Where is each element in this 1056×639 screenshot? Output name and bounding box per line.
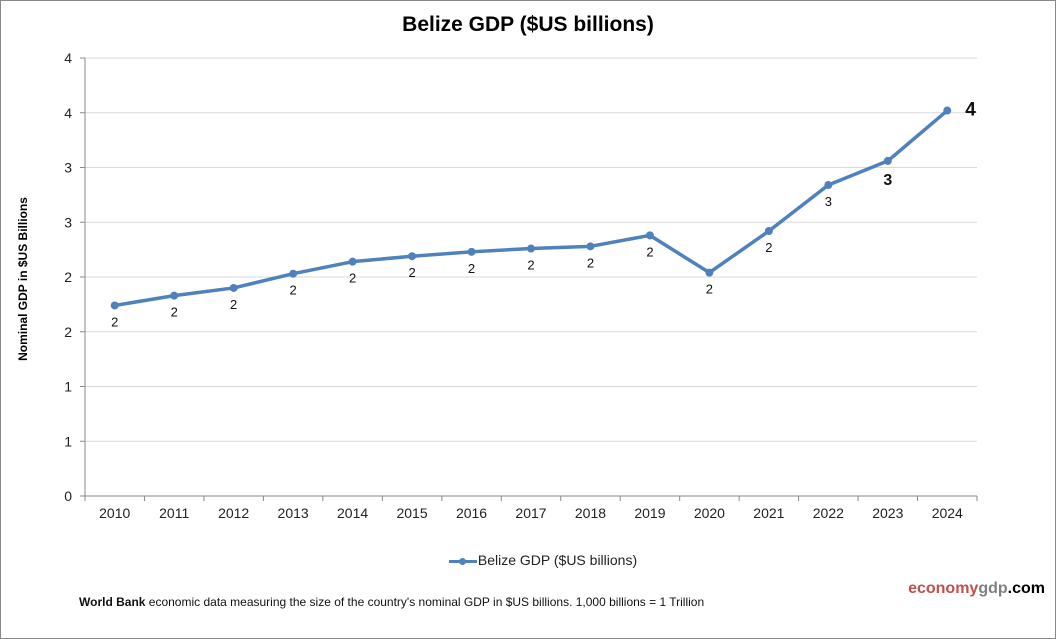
y-tick-label: 2	[64, 324, 72, 340]
data-point	[467, 247, 476, 256]
data-point	[170, 291, 179, 300]
y-tick-label: 3	[64, 160, 72, 176]
data-point	[705, 268, 714, 277]
logo-part-com: .com	[1007, 580, 1045, 597]
legend-line-marker-icon	[448, 554, 477, 568]
x-tick-label: 2019	[634, 505, 665, 521]
series-line	[114, 109, 949, 308]
footnote: World Bank economic data measuring the s…	[79, 595, 704, 609]
y-tick-label: 1	[64, 379, 72, 395]
x-tick-label: 2015	[396, 505, 427, 521]
data-point	[348, 257, 357, 266]
data-point	[764, 227, 773, 236]
y-tick-label: 2	[64, 269, 72, 285]
x-tick-label: 2024	[932, 505, 963, 521]
data-point	[110, 301, 119, 310]
x-tick-label: 2012	[218, 505, 249, 521]
x-tick-label: 2016	[456, 505, 487, 521]
economygdp-logo[interactable]: economygdp.com	[908, 580, 1045, 598]
x-tick-label: 2011	[159, 505, 189, 521]
x-tick-label: 2014	[337, 505, 368, 521]
footnote-source: World Bank	[79, 595, 146, 609]
y-tick-label: 1	[64, 433, 72, 449]
data-label: 2	[349, 271, 356, 286]
data-point	[586, 242, 595, 251]
x-tick-label: 2023	[872, 505, 903, 521]
data-label: 2	[468, 261, 475, 276]
data-point	[883, 156, 892, 165]
data-label: 2	[587, 255, 594, 270]
chart-title: Belize GDP ($US billions)	[402, 13, 654, 36]
data-label: 3	[825, 194, 832, 209]
logo-part-gdp: gdp	[978, 580, 1008, 597]
x-tick-label: 2013	[278, 505, 309, 521]
y-tick-label: 3	[64, 214, 72, 230]
y-tick-label: 4	[64, 105, 72, 121]
x-tick-label: 2020	[694, 505, 725, 521]
data-point	[289, 269, 298, 278]
data-label: 2	[646, 244, 653, 259]
y-tick-label: 0	[64, 488, 72, 504]
data-point	[824, 181, 833, 190]
footnote-text: economic data measuring the size of the …	[145, 595, 705, 609]
data-label: 2	[765, 240, 772, 255]
data-label: 4	[965, 100, 976, 121]
data-point	[943, 106, 952, 115]
data-label: 2	[171, 305, 178, 320]
data-point	[645, 231, 654, 240]
x-tick-label: 2022	[813, 505, 844, 521]
data-label: 3	[883, 172, 892, 189]
legend: Belize GDP ($US billions)	[1, 552, 1055, 568]
data-point	[408, 252, 417, 261]
x-tick-label: 2017	[515, 505, 546, 521]
legend-label: Belize GDP ($US billions)	[477, 552, 638, 568]
data-label: 2	[290, 283, 297, 298]
x-tick-label: 2021	[753, 505, 784, 521]
x-tick-label: 2010	[99, 505, 130, 521]
data-label: 2	[111, 314, 118, 329]
logo-part-economy: economy	[908, 580, 979, 597]
data-label: 2	[706, 282, 713, 297]
data-point	[527, 244, 535, 253]
data-label: 2	[527, 258, 534, 273]
data-label: 2	[408, 265, 415, 280]
y-tick-label: 4	[64, 50, 72, 66]
data-label: 2	[230, 297, 237, 312]
data-point	[229, 283, 238, 292]
x-tick-label: 2018	[575, 505, 606, 521]
